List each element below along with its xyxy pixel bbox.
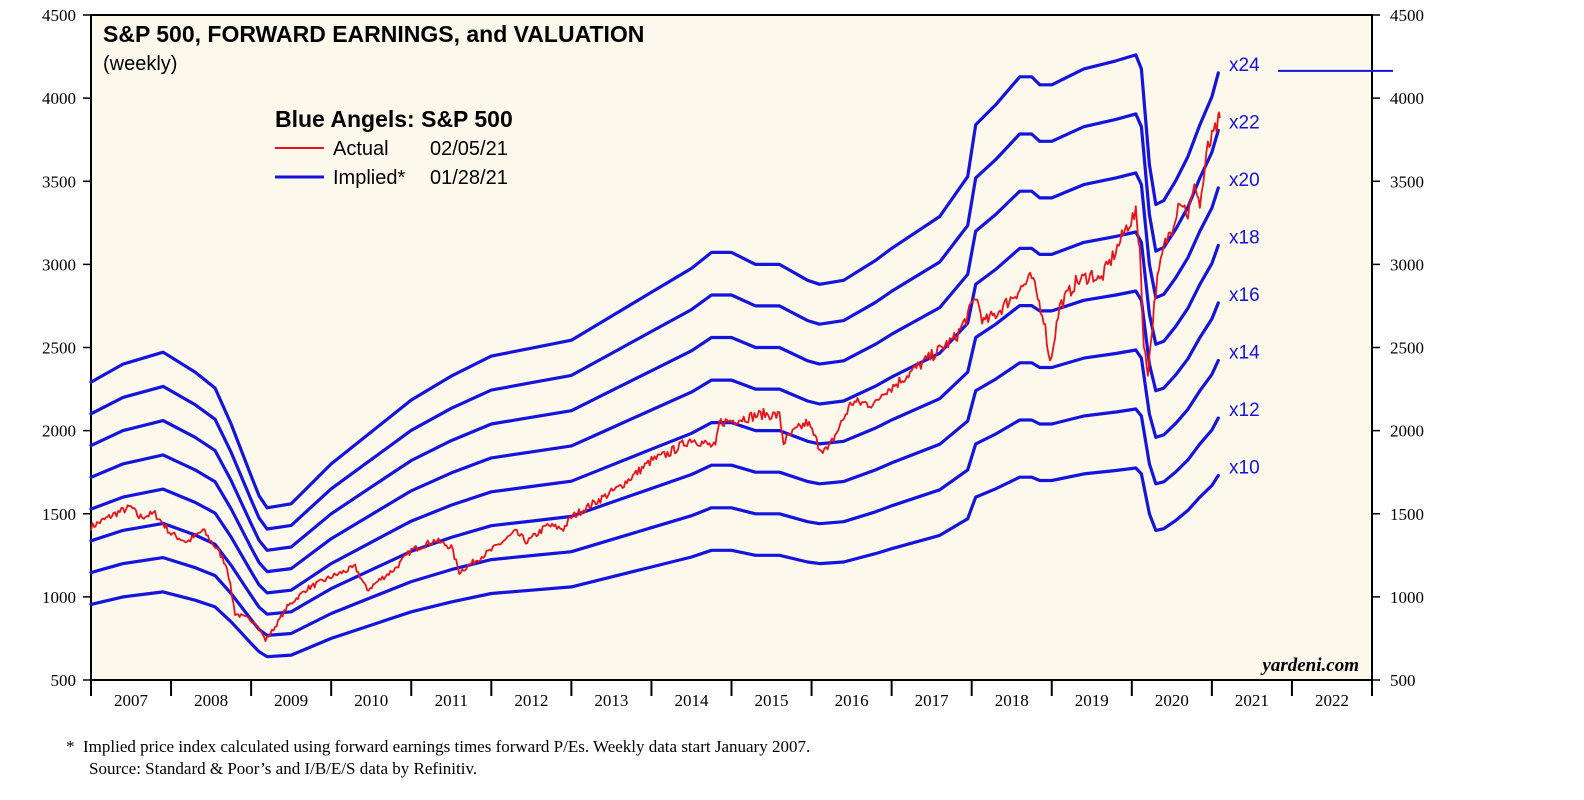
x-tick-label: 2018: [995, 691, 1029, 710]
actual-series-group: [90, 111, 1221, 642]
y-tick-label-right: 4500: [1390, 6, 1424, 25]
actual-line: [90, 111, 1221, 642]
footnote-line-1: * Implied price index calculated using f…: [66, 737, 810, 757]
y-tick-label-left: 3000: [42, 255, 76, 274]
right-axis: 500 1000 1500 2000 2500 3000 3500 4000 4500: [1372, 6, 1424, 690]
y-tick-label-left: 500: [51, 671, 77, 690]
series-label-x18: x18: [1229, 227, 1260, 248]
watermark: yardeni.com: [1260, 655, 1359, 676]
y-tick-label-left: 4500: [42, 6, 76, 25]
y-tick-label-right: 2000: [1390, 422, 1424, 441]
chart-subtitle: (weekly): [103, 53, 177, 75]
series-label-x12: x12: [1229, 400, 1260, 421]
legend-implied-label: Implied*: [333, 167, 405, 189]
x-axis: 2007 2008 2009 2010 2011 2012 2013 2014 2015 2016…: [90, 680, 1373, 710]
implied-line-x14: [89, 348, 1220, 616]
left-axis: 500 1000 1500 2000 2500 3000 3500 4000 4500: [42, 6, 91, 690]
y-tick-label-right: 1000: [1390, 588, 1424, 607]
x-tick-label: 2015: [755, 691, 789, 710]
series-label-x24: x24: [1229, 55, 1260, 76]
footnote-marker: *: [66, 737, 75, 756]
series-label-x22: x22: [1229, 112, 1260, 133]
implied-line-x10: [89, 466, 1220, 659]
y-tick-label-right: 3500: [1390, 172, 1424, 191]
series-label-x10: x10: [1229, 458, 1260, 479]
x-tick-label: 2020: [1155, 691, 1189, 710]
x-tick-label: 2021: [1235, 691, 1269, 710]
y-tick-label-right: 3000: [1390, 255, 1424, 274]
series-label-x16: x16: [1229, 285, 1260, 306]
x-tick-label: 2016: [835, 691, 869, 710]
y-tick-label-right: 4000: [1390, 89, 1424, 108]
legend-implied-date: 01/28/21: [430, 167, 508, 189]
y-tick-label-right: 500: [1390, 671, 1416, 690]
y-tick-label-right: 1500: [1390, 505, 1424, 524]
footnote-line-2: Source: Standard & Poor’s and I/B/E/S da…: [89, 759, 478, 778]
series-labels: x24 x22 x20 x18 x16 x14 x12 x10: [1229, 55, 1393, 479]
implied-line-x20: [89, 171, 1220, 552]
series-label-x20: x20: [1229, 170, 1260, 191]
x-tick-label: 2013: [594, 691, 628, 710]
legend: Blue Angels: S&P 500 Actual 02/05/21 Imp…: [275, 106, 513, 189]
x-tick-label: 2022: [1315, 691, 1349, 710]
y-tick-label-left: 4000: [42, 89, 76, 108]
series-label-x14: x14: [1229, 342, 1260, 363]
implied-line-x18: [89, 230, 1220, 574]
y-tick-label-left: 3500: [42, 172, 76, 191]
plot-area: [90, 14, 1373, 681]
chart-title: S&P 500, FORWARD EARNINGS, and VALUATION: [103, 21, 644, 47]
implied-line-x22: [89, 112, 1220, 531]
footnote-text-1: Implied price index calculated using for…: [83, 737, 811, 756]
implied-series-group: [89, 53, 1220, 659]
x-tick-label: 2008: [194, 691, 228, 710]
y-tick-label-left: 2500: [42, 339, 76, 358]
y-tick-label-right: 2500: [1390, 339, 1424, 358]
legend-title: Blue Angels: S&P 500: [275, 106, 513, 132]
x-tick-label: 2019: [1075, 691, 1109, 710]
legend-actual-label: Actual: [333, 138, 389, 160]
implied-line-x12: [89, 407, 1220, 637]
y-tick-label-left: 1500: [42, 505, 76, 524]
implied-line-x24: [89, 53, 1220, 510]
x-tick-label: 2014: [674, 691, 709, 710]
x-tick-label: 2017: [915, 691, 950, 710]
y-tick-label-left: 2000: [42, 422, 76, 441]
x-tick-label: 2012: [514, 691, 548, 710]
legend-actual-date: 02/05/21: [430, 138, 508, 160]
x-tick-label: 2007: [114, 691, 149, 710]
x-tick-label: 2009: [274, 691, 308, 710]
x-tick-label: 2011: [435, 691, 468, 710]
y-tick-label-left: 1000: [42, 588, 76, 607]
x-tick-label: 2010: [354, 691, 388, 710]
